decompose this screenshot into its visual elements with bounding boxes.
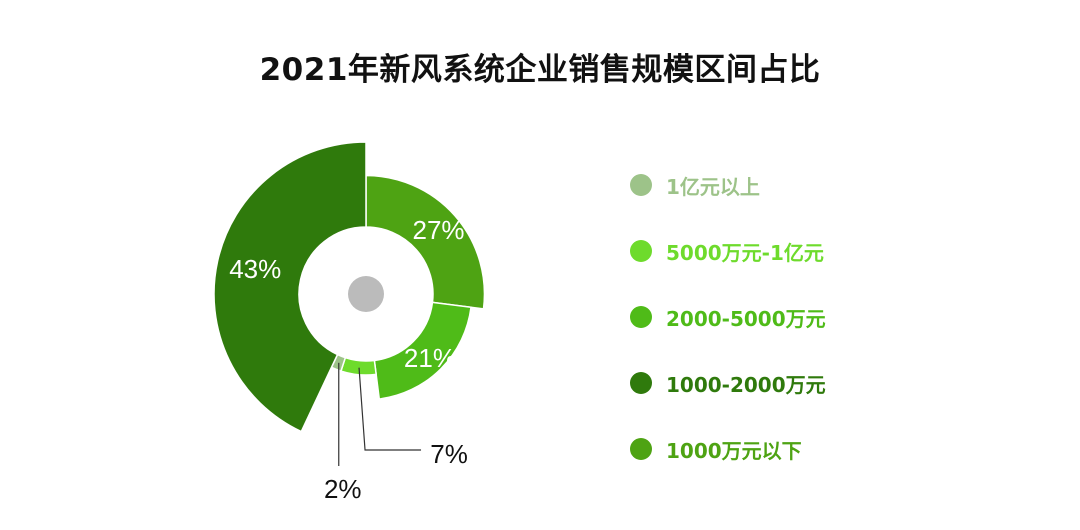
legend-swatch (630, 438, 652, 460)
legend-swatch (630, 306, 652, 328)
data-label-4: 2% (324, 474, 362, 504)
legend-label: 2000-5000万元 (666, 306, 826, 331)
legend-item-5: 1000万元以下 (630, 416, 826, 482)
donut-segment-2 (373, 301, 472, 400)
legend-item-4: 1000-2000万元 (630, 350, 826, 416)
data-label-1: 27% (413, 215, 465, 245)
data-label-3: 7% (430, 439, 468, 469)
leader-line-3 (358, 367, 422, 451)
donut-segment-5 (213, 141, 367, 433)
legend-label: 1000万元以下 (666, 438, 802, 463)
legend-swatch (630, 240, 652, 262)
chart-legend: 1亿元以上 5000万元-1亿元 2000-5000万元 1000-2000万元 100… (630, 152, 826, 482)
legend-label: 1亿元以上 (666, 174, 760, 199)
legend-item-2: 5000万元-1亿元 (630, 218, 826, 284)
chart-title: 2021年新风系统企业销售规模区间占比 (259, 52, 821, 88)
data-label-2: 21% (404, 343, 456, 373)
center-marker (348, 276, 384, 312)
legend-swatch (630, 174, 652, 196)
legend-label: 1000-2000万元 (666, 372, 826, 397)
donut-segment-1 (365, 174, 486, 310)
donut-segment-3 (340, 356, 377, 376)
legend-item-1: 1亿元以上 (630, 152, 826, 218)
data-label-5: 43% (229, 254, 281, 284)
legend-swatch (630, 372, 652, 394)
legend-label: 5000万元-1亿元 (666, 240, 824, 265)
legend-item-3: 2000-5000万元 (630, 284, 826, 350)
